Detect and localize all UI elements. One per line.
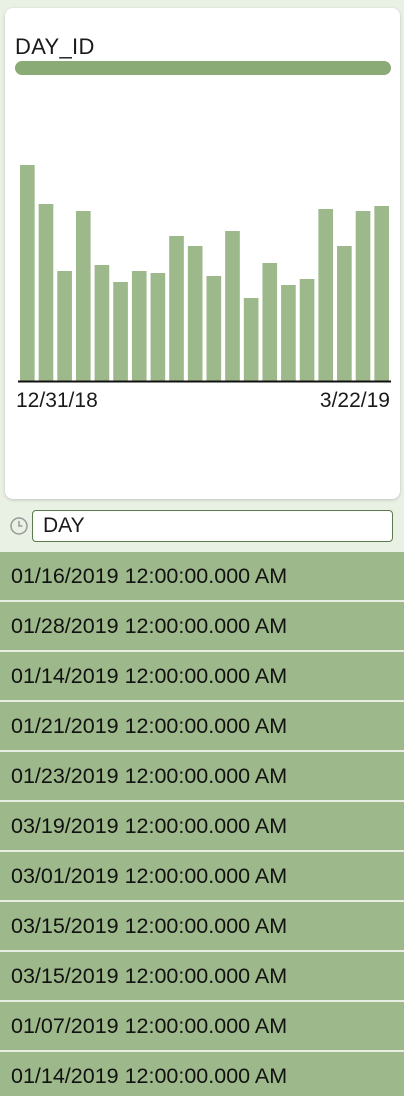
histogram-bar[interactable] <box>374 206 389 381</box>
search-input[interactable] <box>32 510 393 542</box>
histogram-bar[interactable] <box>57 271 72 381</box>
list-item[interactable]: 03/15/2019 12:00:00.000 AM <box>0 902 404 952</box>
histogram-bar[interactable] <box>20 165 35 381</box>
histogram-bar[interactable] <box>150 273 166 381</box>
histogram-bar[interactable] <box>131 271 147 381</box>
list-item[interactable]: 01/07/2019 12:00:00.000 AM <box>0 1002 404 1052</box>
histogram-bar[interactable] <box>225 231 240 381</box>
histogram-bar[interactable] <box>113 282 128 381</box>
histogram-bar[interactable] <box>94 265 110 381</box>
x-tick-label-end: 3/22/19 <box>320 389 390 412</box>
list-item[interactable]: 01/21/2019 12:00:00.000 AM <box>0 702 404 752</box>
x-tick-label-start: 12/31/18 <box>16 389 98 412</box>
histogram-chart: 12/31/18 3/22/19 <box>16 165 391 412</box>
list-item[interactable]: 01/16/2019 12:00:00.000 AM <box>0 552 404 602</box>
histogram-bar[interactable] <box>281 285 296 381</box>
histogram-bar[interactable] <box>169 236 184 381</box>
list-item[interactable]: 03/01/2019 12:00:00.000 AM <box>0 852 404 902</box>
list-item[interactable]: 01/23/2019 12:00:00.000 AM <box>0 752 404 802</box>
card-title: DAY_ID <box>15 34 95 59</box>
histogram-bar[interactable] <box>38 204 54 381</box>
histogram-bar[interactable] <box>75 211 91 381</box>
histogram-bar[interactable] <box>299 279 315 381</box>
histogram-bar[interactable] <box>243 298 259 381</box>
day-id-card: DAY_ID 12/31/18 3/22/19 <box>5 8 400 499</box>
value-list: 01/16/2019 12:00:00.000 AM 01/28/2019 12:… <box>0 552 404 1096</box>
summary-bar[interactable] <box>15 61 391 75</box>
list-item[interactable]: 01/28/2019 12:00:00.000 AM <box>0 602 404 652</box>
histogram-bar[interactable] <box>355 211 371 381</box>
histogram-bar[interactable] <box>337 246 352 381</box>
clock-icon <box>9 516 29 536</box>
search-row <box>0 506 404 546</box>
histogram-bar[interactable] <box>187 246 203 381</box>
list-item[interactable]: 01/14/2019 12:00:00.000 AM <box>0 1052 404 1096</box>
list-item[interactable]: 01/14/2019 12:00:00.000 AM <box>0 652 404 702</box>
histogram-bar[interactable] <box>318 209 334 381</box>
histogram-bar[interactable] <box>262 263 278 381</box>
list-item[interactable]: 03/15/2019 12:00:00.000 AM <box>0 952 404 1002</box>
histogram-bar[interactable] <box>206 276 222 381</box>
list-item[interactable]: 03/19/2019 12:00:00.000 AM <box>0 802 404 852</box>
